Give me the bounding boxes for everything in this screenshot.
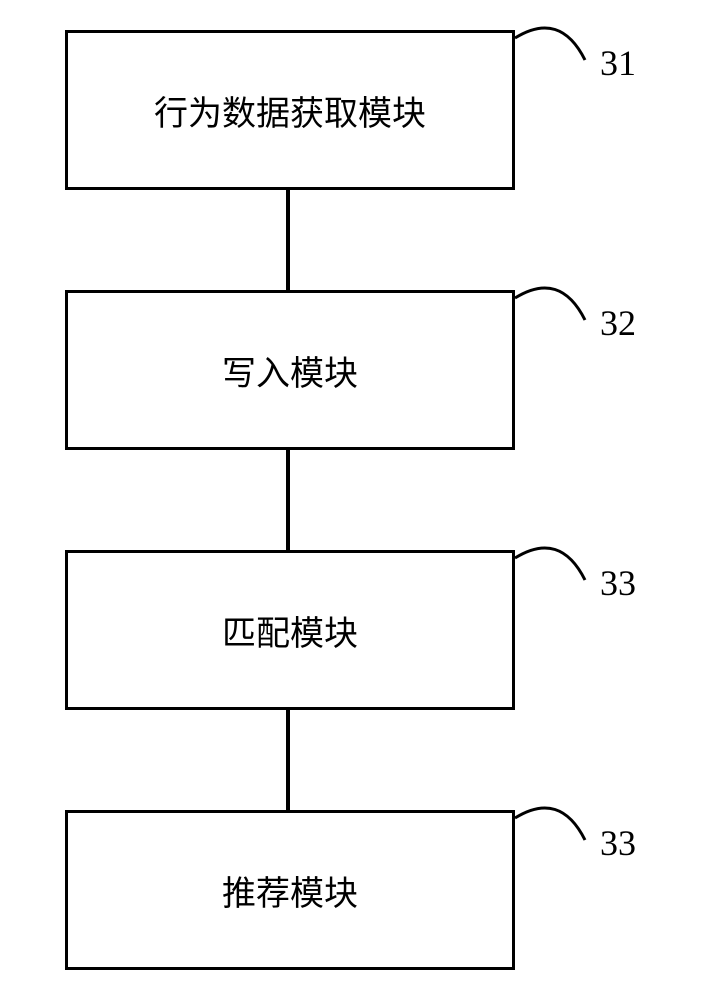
ref-label-2: 32	[600, 302, 636, 344]
ref-label-3: 33	[600, 562, 636, 604]
ref-label-4: 33	[600, 822, 636, 864]
ref-label-1: 31	[600, 42, 636, 84]
